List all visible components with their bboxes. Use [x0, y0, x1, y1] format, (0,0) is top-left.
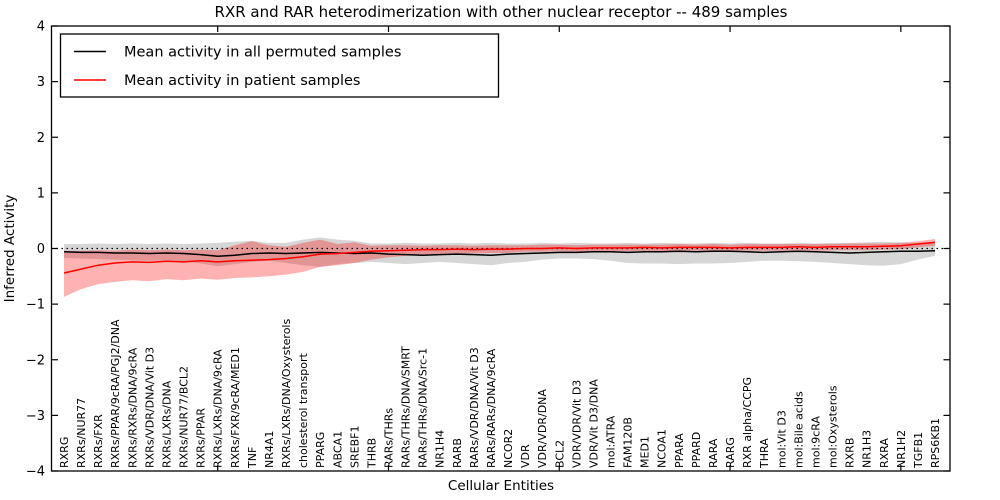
legend-box — [59, 33, 500, 98]
x-category-label: RARB — [451, 438, 464, 468]
x-category-label: RXRs/LXRs/DNA/9cRA — [212, 349, 225, 468]
x-category-label: BCL2 — [553, 440, 566, 468]
x-axis-ticks — [217, 26, 902, 471]
x-category-label: VDR/VDR/Vit D3 — [570, 380, 583, 468]
y-tick-label: 0 — [37, 242, 45, 257]
x-category-label: TGFB1 — [912, 432, 925, 469]
x-category-label: NR1H3 — [861, 430, 874, 468]
x-category-label: VDR/VDR/DNA — [536, 389, 549, 468]
y-tick-label: −3 — [26, 409, 45, 424]
y-tick-label: 4 — [37, 20, 45, 35]
x-category-label: mol:Oxysterols — [827, 385, 840, 468]
x-category-label: NR1H4 — [434, 430, 447, 468]
x-category-label: PPARA — [673, 433, 686, 468]
x-category-label: TNF — [246, 447, 259, 469]
y-tick-label: 1 — [37, 186, 45, 201]
x-category-label: THRB — [365, 438, 378, 469]
y-tick-label: 3 — [37, 75, 45, 90]
legend: Mean activity in all permuted samples Me… — [59, 33, 500, 98]
permuted-mean-line — [63, 249, 936, 258]
x-category-label: mol:ATRA — [605, 415, 618, 468]
x-category-label: NR1H2 — [895, 430, 908, 468]
legend-label-permuted: Mean activity in all permuted samples — [124, 45, 401, 61]
x-category-label: RXRA — [878, 438, 891, 468]
y-tick-label: −2 — [26, 353, 45, 368]
x-category-labels: RXRG RXRs/NUR77 RXRs/FXR RXRs/PPAR/9cRA/PGJ… — [58, 319, 942, 469]
x-category-label: RARs/RARs/DNA/9cRA — [485, 348, 498, 468]
x-category-label: RARs/THRs/DNA/SMRT — [400, 346, 413, 468]
x-category-label: RXRB — [844, 438, 857, 468]
x-category-label: RARs/THRs/DNA/Src-1 — [417, 348, 430, 468]
patient-mean-line — [63, 241, 936, 274]
y-axis-label: Inferred Activity — [2, 195, 18, 303]
x-category-label: RXRs/RXRs/DNA/9cRA — [126, 347, 139, 468]
x-category-label: ABCA1 — [331, 431, 344, 468]
x-category-label: RARG — [724, 437, 737, 468]
x-category-label: SREBF1 — [348, 426, 361, 468]
x-category-label: RXRs/PPAR — [195, 408, 208, 468]
x-category-label: RARs/THRs — [383, 408, 396, 468]
x-category-label: RXRs/NUR77 — [75, 398, 88, 468]
x-category-label: RXRs/VDR/DNA/Vit D3 — [143, 347, 156, 468]
permuted-samples-range-band — [64, 237, 935, 267]
x-category-label: mol:Vit D3 — [775, 410, 788, 468]
x-category-label: RXRs/LXRs/DNA/Oxysterols — [280, 319, 293, 468]
x-category-label: RXRs/FXR/9cRA/MED1 — [229, 347, 242, 468]
x-category-label: NCOR2 — [502, 429, 515, 468]
x-axis-label: Cellular Entities — [448, 478, 554, 494]
x-category-label: FAM120B — [622, 417, 635, 468]
mean-lines — [63, 241, 936, 274]
x-category-label: cholesterol transport — [297, 353, 310, 468]
legend-label-patient: Mean activity in patient samples — [124, 73, 360, 89]
y-tick-label: 2 — [37, 131, 45, 146]
y-axis-tick-labels: 4 3 2 1 0 −1 −2 −3 −4 — [26, 20, 45, 480]
x-category-label: THRA — [758, 438, 771, 469]
x-category-label: VDR — [519, 444, 532, 468]
x-category-label: mol:9cRA — [810, 416, 823, 468]
x-category-label: RARA — [707, 438, 720, 468]
x-category-label: RXR alpha/CCPG — [741, 377, 754, 468]
plot-border — [50, 25, 951, 472]
y-axis-ticks — [52, 25, 950, 472]
x-category-label: RXRs/NUR77/BCL2 — [178, 366, 191, 468]
x-category-label: NR4A1 — [263, 431, 276, 468]
x-category-label: RPS6KB1 — [929, 418, 942, 468]
x-category-label: RXRG — [58, 437, 71, 468]
x-category-label: RXRs/LXRs/DNA — [161, 380, 174, 468]
y-tick-label: −1 — [26, 298, 45, 313]
x-category-label: RXRs/FXR — [92, 414, 105, 468]
chart-title: RXR and RAR heterodimerization with othe… — [215, 3, 788, 21]
x-category-label: NCOA1 — [656, 429, 669, 468]
x-category-label: PPARD — [690, 432, 703, 468]
y-tick-label: −4 — [26, 465, 45, 480]
x-category-label: RARs/VDR/DNA/Vit D3 — [468, 347, 481, 468]
x-category-label: VDR/Vit D3/DNA — [587, 379, 600, 468]
x-category-label: RXRs/PPAR/9cRA/PGJ2/DNA — [109, 319, 122, 468]
x-category-label: PPARG — [314, 432, 327, 468]
x-category-label: MED1 — [639, 436, 652, 468]
x-category-label: mol:Bile acids — [792, 391, 805, 468]
